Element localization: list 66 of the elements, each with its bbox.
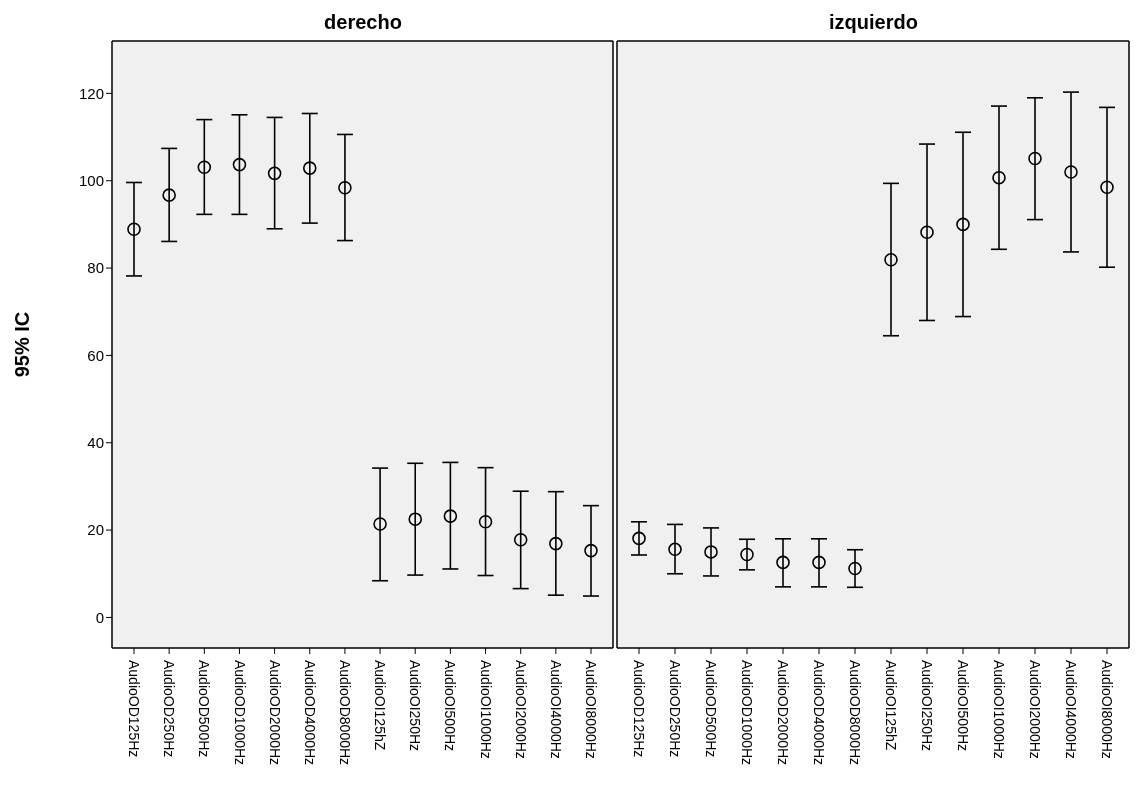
x-tick-label: AudioOD500Hz bbox=[703, 660, 720, 758]
x-tick-label: AudioOD500Hz bbox=[196, 660, 213, 758]
x-tick-label: AudioOI250Hz bbox=[407, 660, 424, 752]
x-tick-label: AudioOD125Hz bbox=[631, 660, 648, 758]
point bbox=[884, 252, 898, 267]
point bbox=[632, 531, 646, 546]
y-tick-label: 80 bbox=[87, 259, 104, 277]
chart-title: derecho bbox=[323, 10, 403, 35]
x-tick-label: AudioOD8000Hz bbox=[847, 660, 864, 766]
point bbox=[704, 545, 718, 559]
point bbox=[267, 166, 282, 181]
chart-title: izquierdo bbox=[828, 10, 919, 35]
x-tick-label: AudioOD8000Hz bbox=[337, 660, 354, 766]
x-tick-label: AudioOI500Hz bbox=[955, 660, 972, 752]
point bbox=[513, 532, 528, 547]
x-tick-label: AudioOI1000Hz bbox=[991, 660, 1008, 759]
x-tick-label: AudioOI500Hz bbox=[442, 660, 459, 752]
y-tick-label: 60 bbox=[87, 346, 104, 364]
x-tick-label: AudioOD2000Hz bbox=[775, 660, 792, 766]
x-tick-label: AudioOI4000Hz bbox=[1063, 660, 1080, 759]
point bbox=[478, 515, 493, 529]
x-tick-label: AudioOI250Hz bbox=[919, 660, 936, 752]
y-tick-label: 100 bbox=[78, 172, 104, 190]
point bbox=[197, 160, 212, 174]
y-axis-title: 95% IC bbox=[11, 311, 34, 378]
point bbox=[1064, 165, 1078, 179]
point bbox=[848, 561, 862, 576]
y-tick-label: 120 bbox=[78, 84, 104, 102]
y-tick-label: 40 bbox=[87, 434, 104, 452]
point bbox=[920, 225, 934, 240]
x-tick-label: AudioOI2000Hz bbox=[512, 660, 529, 759]
point bbox=[408, 512, 423, 526]
point bbox=[668, 542, 682, 557]
point bbox=[443, 509, 458, 523]
point bbox=[549, 536, 563, 551]
x-tick-label: AudioOI125hZ bbox=[883, 660, 900, 751]
x-tick-label: AudioOI2000Hz bbox=[1027, 660, 1044, 759]
y-tick-label: 20 bbox=[87, 521, 104, 539]
y-tick-label: 0 bbox=[95, 608, 104, 626]
point bbox=[302, 161, 317, 175]
point bbox=[373, 517, 387, 531]
point bbox=[232, 157, 247, 172]
x-tick-label: AudioOD1000Hz bbox=[739, 660, 756, 766]
x-tick-label: AudioOI1000Hz bbox=[477, 660, 494, 759]
x-tick-label: AudioOD1000Hz bbox=[231, 660, 248, 766]
point bbox=[812, 555, 826, 570]
x-tick-label: AudioOD125Hz bbox=[126, 660, 143, 758]
x-tick-label: AudioOI8000Hz bbox=[1099, 660, 1116, 759]
point bbox=[992, 170, 1006, 185]
point bbox=[338, 180, 352, 195]
x-tick-label: AudioOI4000Hz bbox=[547, 660, 564, 759]
point bbox=[740, 547, 754, 562]
point bbox=[956, 217, 970, 232]
point bbox=[776, 555, 790, 570]
point bbox=[127, 222, 141, 237]
x-tick-label: AudioOD4000Hz bbox=[811, 660, 828, 766]
x-tick-label: AudioOI125hZ bbox=[372, 660, 389, 751]
point bbox=[1100, 180, 1114, 195]
point bbox=[1028, 151, 1042, 166]
x-tick-label: AudioOD250Hz bbox=[161, 660, 178, 758]
point bbox=[584, 543, 598, 558]
x-tick-label: AudioOI8000Hz bbox=[583, 660, 600, 759]
x-tick-label: AudioOD4000Hz bbox=[301, 660, 318, 766]
x-tick-label: AudioOD2000Hz bbox=[266, 660, 283, 766]
point bbox=[162, 188, 176, 202]
x-tick-label: AudioOD250Hz bbox=[667, 660, 684, 758]
